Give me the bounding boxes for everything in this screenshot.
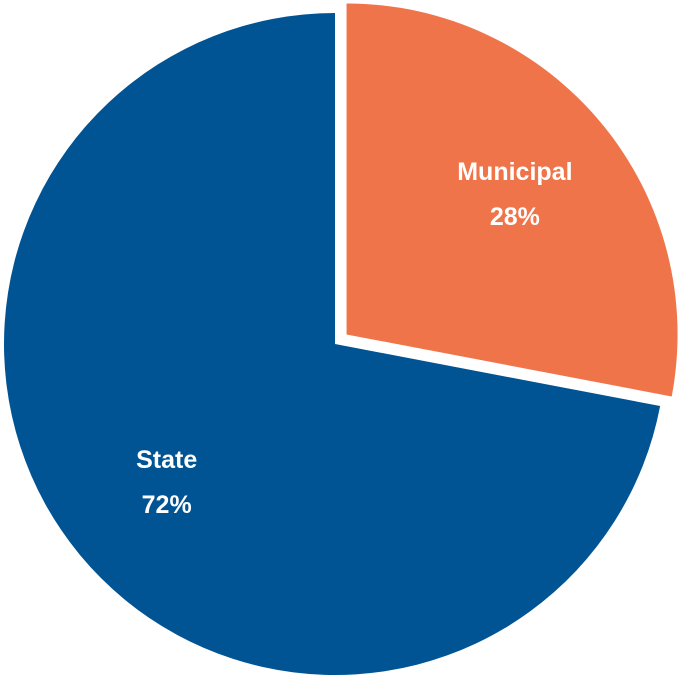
- slice-label: Municipal: [457, 158, 572, 186]
- slice-value-label: 28%: [490, 203, 540, 231]
- slice-label: State: [136, 446, 197, 474]
- pie-slice: [346, 3, 678, 397]
- slice-value-label: 72%: [142, 491, 192, 519]
- pie-slice: [3, 13, 661, 676]
